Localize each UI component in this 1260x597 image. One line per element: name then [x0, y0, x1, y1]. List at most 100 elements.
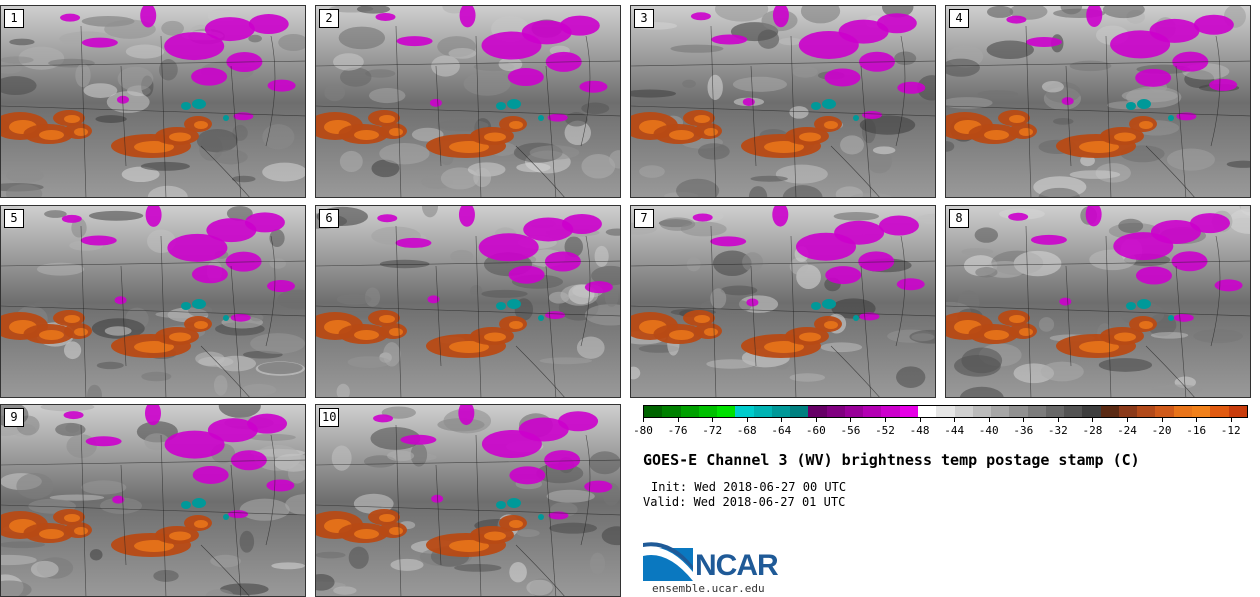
- colorbar-tick-label: -72: [702, 424, 723, 437]
- wv-map: [316, 405, 620, 596]
- colorbar-swatch: [1118, 406, 1138, 417]
- colorbar-swatch: [790, 406, 809, 417]
- colorbar-swatch: [1191, 406, 1211, 417]
- postage-stamp-panel: 6: [315, 205, 621, 398]
- colorbar-swatch: [1137, 406, 1156, 417]
- colorbar-tick: [1127, 418, 1128, 422]
- postage-stamp-panel: 2: [315, 5, 621, 198]
- colorbar-swatch: [1009, 406, 1028, 417]
- colorbar-tick-label: -56: [840, 424, 861, 437]
- colorbar-swatch: [863, 406, 882, 417]
- colorbar-swatch: [735, 406, 754, 417]
- colorbar-tick-label: -44: [944, 424, 965, 437]
- panel-number: 1: [4, 9, 24, 28]
- colorbar-tick: [988, 418, 990, 422]
- init-time: Init: Wed 2018-06-27 00 UTC: [651, 480, 847, 494]
- colorbar-swatch: [1027, 406, 1046, 417]
- colorbar-tick-label: -40: [978, 424, 999, 437]
- colorbar-tick-label: -76: [667, 424, 688, 437]
- wv-map: [946, 6, 1250, 197]
- colorbar-swatch: [753, 406, 772, 417]
- panel-number: 9: [4, 408, 24, 427]
- colorbar: [643, 405, 1248, 418]
- panel-number: 7: [634, 209, 654, 228]
- colorbar-tick: [643, 418, 644, 422]
- colorbar-swatch: [771, 406, 791, 417]
- colorbar-tick-label: -60: [805, 424, 826, 437]
- colorbar-swatch: [698, 406, 718, 417]
- postage-stamp-panel: 9: [0, 404, 306, 597]
- colorbar-swatch: [662, 406, 681, 417]
- colorbar-swatch: [1155, 406, 1174, 417]
- colorbar-tick: [746, 418, 748, 422]
- colorbar-ticks: -80 -76 -72 -68 -64 -60 -56 -52 -48 -44 -40 -36 -32 -…: [633, 418, 1248, 438]
- colorbar-tick-label: -64: [771, 424, 792, 437]
- colorbar-swatch: [899, 406, 918, 417]
- colorbar-tick-label: -24: [1117, 424, 1137, 437]
- wv-map: [946, 206, 1250, 397]
- wv-map: [1, 6, 305, 197]
- panel-number: 3: [634, 9, 654, 28]
- colorbar-tick: [712, 418, 714, 422]
- postage-stamp-panel: 4: [945, 5, 1251, 198]
- colorbar-tick: [954, 418, 956, 422]
- colorbar-swatch: [826, 406, 845, 417]
- ncar-logo-icon: [643, 542, 693, 581]
- colorbar-swatch: [1064, 406, 1083, 417]
- wv-map: [631, 6, 935, 197]
- postage-stamp-panel: 5: [0, 205, 306, 398]
- valid-time: Valid: Wed 2018-06-27 01 UTC: [643, 495, 846, 509]
- colorbar-swatch: [991, 406, 1010, 417]
- colorbar-swatch: [954, 406, 973, 417]
- wv-map: [1, 206, 305, 397]
- colorbar-swatch: [1082, 406, 1101, 417]
- colorbar-tick-label: -32: [1047, 424, 1068, 437]
- colorbar-swatch: [917, 406, 937, 417]
- colorbar-tick-label: -68: [736, 424, 757, 437]
- colorbar-tick-label: -52: [875, 424, 895, 437]
- colorbar-swatch: [1210, 406, 1229, 417]
- chart-title: GOES-E Channel 3 (WV) brightness temp po…: [643, 451, 1140, 469]
- postage-stamp-panel: 7: [630, 205, 936, 398]
- colorbar-swatch: [881, 406, 900, 417]
- colorbar-tick-label: -48: [909, 424, 930, 437]
- colorbar-tick: [815, 418, 817, 422]
- colorbar-swatch: [1173, 406, 1192, 417]
- colorbar-swatch: [972, 406, 992, 417]
- colorbar-tick-label: -16: [1186, 424, 1207, 437]
- colorbar-tick: [885, 418, 886, 422]
- wv-map: [1, 405, 305, 596]
- colorbar-swatch: [1228, 406, 1247, 417]
- colorbar-swatch: [680, 406, 699, 417]
- colorbar-tick: [1023, 418, 1025, 422]
- panel-number: 8: [949, 209, 969, 228]
- wv-map: [316, 206, 620, 397]
- postage-stamp-panel: 10: [315, 404, 621, 597]
- colorbar-tick: [850, 418, 852, 422]
- colorbar-tick-label: -12: [1220, 424, 1241, 437]
- panel-number: 5: [4, 209, 24, 228]
- ncar-logo-text: NCAR: [695, 549, 779, 582]
- colorbar-tick: [1230, 418, 1232, 422]
- postage-stamp-panel: 1: [0, 5, 306, 198]
- colorbar-tick: [781, 418, 783, 422]
- site-url: ensemble.ucar.edu: [652, 582, 765, 595]
- colorbar-tick: [1161, 418, 1163, 422]
- colorbar-swatch: [1100, 406, 1119, 417]
- colorbar-tick: [677, 418, 679, 422]
- colorbar-tick: [919, 418, 921, 422]
- colorbar-tick-label: -80: [633, 424, 653, 437]
- colorbar-tick: [1057, 418, 1059, 422]
- panel-number: 6: [319, 209, 339, 228]
- panel-number: 4: [949, 9, 969, 28]
- wv-map: [631, 206, 935, 397]
- colorbar-tick: [1092, 418, 1094, 422]
- colorbar-tick: [1196, 418, 1198, 422]
- colorbar-swatch: [717, 406, 736, 417]
- colorbar-swatch: [644, 406, 663, 417]
- colorbar-tick-label: -20: [1151, 424, 1172, 437]
- colorbar-tick-label: -28: [1082, 424, 1103, 437]
- panel-number: 10: [319, 408, 340, 427]
- colorbar-swatch: [936, 406, 955, 417]
- colorbar-swatch: [1045, 406, 1065, 417]
